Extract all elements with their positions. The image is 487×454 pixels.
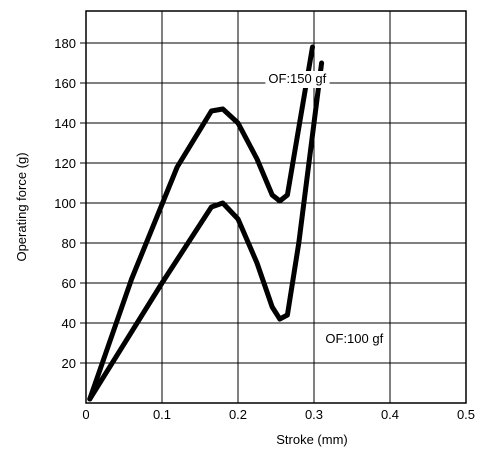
series-line-of-100 <box>87 60 325 402</box>
series-label-of-100: OF:100 gf <box>325 331 383 346</box>
y-tick-label: 180 <box>54 36 76 51</box>
x-tick-label: 0 <box>82 407 89 422</box>
x-tick-label: 0.1 <box>153 407 171 422</box>
x-tick-label: 0.5 <box>457 407 475 422</box>
y-tick-label: 100 <box>54 196 76 211</box>
y-tick-label: 20 <box>62 356 76 371</box>
series-label-of-150: OF:150 gf <box>268 71 326 86</box>
annotations: OF:150 gf OF:100 gf <box>265 71 387 348</box>
annotation-bg <box>322 331 387 348</box>
y-tick-label: 160 <box>54 76 76 91</box>
y-tick-label: 40 <box>62 316 76 331</box>
annotation-bg <box>265 71 330 88</box>
grid <box>86 11 466 403</box>
y-tick-label: 60 <box>62 276 76 291</box>
y-axis-title: Operating force (g) <box>14 152 29 261</box>
y-axis-ticks: 20 40 60 80 100 120 140 160 180 <box>54 36 86 371</box>
x-tick-label: 0.3 <box>305 407 323 422</box>
x-tick-label: 0.4 <box>381 407 399 422</box>
y-tick-label: 140 <box>54 116 76 131</box>
x-tick-label: 0.2 <box>229 407 247 422</box>
y-tick-label: 80 <box>62 236 76 251</box>
x-axis-ticks: 0 0.1 0.2 0.3 0.4 0.5 <box>82 407 475 422</box>
y-tick-label: 120 <box>54 156 76 171</box>
x-axis-title: Stroke (mm) <box>276 432 348 447</box>
series-group <box>87 44 325 402</box>
plot-frame <box>85 10 467 404</box>
series-line-of-150 <box>87 44 315 402</box>
